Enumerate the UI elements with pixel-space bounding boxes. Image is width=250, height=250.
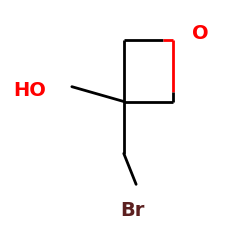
Text: Br: Br: [120, 201, 144, 220]
Text: HO: HO: [14, 81, 46, 100]
Text: O: O: [192, 24, 209, 43]
